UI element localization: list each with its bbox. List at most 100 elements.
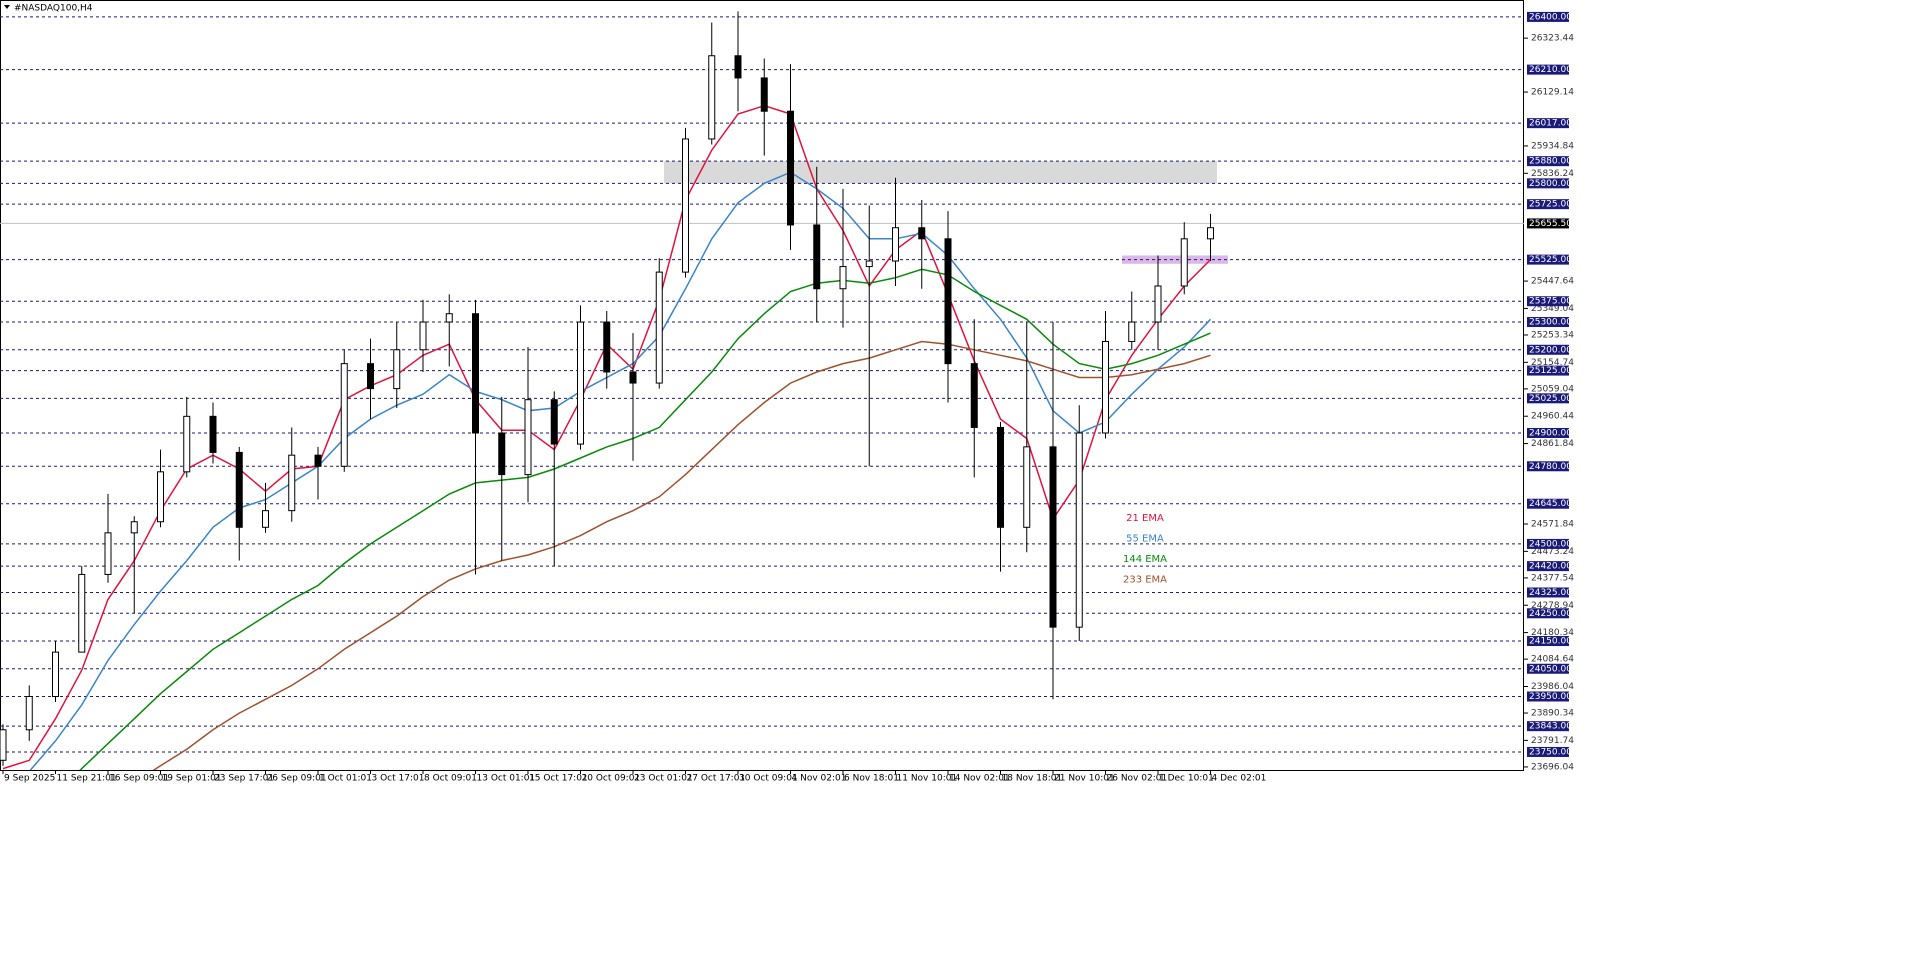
- candle-body: [682, 138, 689, 273]
- current-price-box: [1527, 218, 1569, 229]
- candle-body: [209, 415, 217, 453]
- candle-body: [577, 321, 584, 445]
- level-label: 23843.00: [1529, 722, 1572, 732]
- y-tick-label: 25154.74: [1531, 358, 1574, 368]
- x-tick-label: 3 Oct 17:01: [372, 774, 425, 784]
- level-label-box: [1527, 538, 1569, 549]
- chart-title: #NASDAQ100,H4: [14, 4, 93, 14]
- y-tick-label: 24180.34: [1531, 628, 1574, 638]
- level-label-box: [1527, 587, 1569, 598]
- zone: [664, 161, 1217, 184]
- level-label: 25800.00: [1529, 179, 1572, 189]
- level-label: 26017.00: [1529, 119, 1572, 129]
- y-tick-label: 25836.24: [1531, 169, 1574, 179]
- x-tick-label: 26 Sep 09:01: [267, 774, 327, 784]
- level-label: 26210.00: [1529, 65, 1572, 75]
- candle-body: [787, 110, 794, 226]
- y-tick-label: 25934.84: [1531, 141, 1574, 151]
- y-tick-label: 24571.84: [1531, 520, 1574, 530]
- level-label: 24050.00: [1529, 664, 1572, 674]
- x-tick-label: 27 Oct 17:01: [687, 774, 746, 784]
- candle-body: [944, 238, 952, 365]
- level-label: 24500.00: [1529, 539, 1572, 549]
- candle-body: [130, 521, 138, 534]
- level-label: 25300.00: [1529, 318, 1572, 328]
- level-label: 25200.00: [1529, 345, 1572, 355]
- level-label: 24420.00: [1529, 562, 1572, 572]
- candle-body: [839, 266, 847, 290]
- level-label: 24900.00: [1529, 428, 1572, 438]
- x-tick-label: 15 Oct 17:01: [529, 774, 588, 784]
- candle-body: [892, 227, 899, 262]
- menu-arrow[interactable]: [4, 5, 10, 9]
- candle-body: [183, 415, 191, 473]
- x-tick-label: 19 Sep 01:01: [162, 774, 222, 784]
- level-label-box: [1527, 393, 1569, 404]
- level-label: 23950.00: [1529, 692, 1572, 702]
- candle-body: [1049, 446, 1057, 628]
- x-tick-label: 20 Oct 09:01: [582, 774, 641, 784]
- level-label-box: [1527, 691, 1569, 702]
- candle-body: [865, 260, 873, 268]
- level-label-box: [1527, 746, 1569, 757]
- y-tick-label: 25349.04: [1531, 304, 1574, 314]
- candle-body: [104, 532, 112, 575]
- y-tick-label: 24278.94: [1531, 601, 1574, 611]
- x-tick-label: 21 Nov 10:01: [1054, 774, 1115, 784]
- x-tick-label: 4 Dec 02:01: [1212, 774, 1267, 784]
- candle-body: [813, 224, 821, 290]
- level-label-box: [1527, 178, 1569, 189]
- level-label: 25125.00: [1529, 366, 1572, 376]
- x-tick-label: 14 Nov 02:01: [949, 774, 1010, 784]
- candle-body: [157, 471, 164, 523]
- legend-entry: 144 EMA: [1123, 554, 1167, 565]
- level-label: 25375.00: [1529, 297, 1572, 307]
- candle-body: [445, 313, 453, 323]
- level-label: 25880.00: [1529, 157, 1572, 167]
- y-tick-label: 25447.64: [1531, 277, 1574, 287]
- level-label: 25525.00: [1529, 255, 1572, 265]
- legend-entry: 233 EMA: [1123, 575, 1167, 586]
- level-label-box: [1527, 317, 1569, 328]
- level-label-box: [1527, 498, 1569, 509]
- level-label-box: [1527, 663, 1569, 674]
- candle-body: [367, 363, 374, 390]
- y-tick-label: 23696.04: [1531, 762, 1574, 772]
- candle-body: [419, 321, 427, 351]
- x-tick-label: 1 Dec 10:01: [1159, 774, 1214, 784]
- y-tick-label: 24377.54: [1531, 573, 1574, 583]
- level-label: 23750.00: [1529, 747, 1572, 757]
- candle-body: [1075, 432, 1083, 628]
- candle-body: [524, 399, 532, 476]
- x-tick-label: 9 Sep 2025: [4, 774, 55, 784]
- y-tick-label: 25253.34: [1531, 330, 1574, 340]
- level-label: 24150.00: [1529, 637, 1572, 647]
- candle-body: [78, 573, 86, 653]
- y-tick-label: 26129.14: [1531, 88, 1574, 98]
- level-label-box: [1527, 296, 1569, 307]
- y-tick-label: 24473.24: [1531, 547, 1574, 557]
- candle-body: [918, 227, 926, 240]
- candle-body: [472, 313, 479, 434]
- candle-body: [393, 349, 401, 390]
- y-tick-label: 24861.84: [1531, 439, 1574, 449]
- x-tick-label: 30 Oct 09:01: [739, 774, 798, 784]
- level-label-box: [1527, 118, 1569, 129]
- level-label-box: [1527, 721, 1569, 732]
- x-tick-label: 11 Sep 21:01: [57, 774, 117, 784]
- candle-body: [235, 451, 243, 528]
- level-label-box: [1527, 254, 1569, 265]
- x-tick-label: 16 Sep 09:01: [109, 774, 169, 784]
- level-label-box: [1527, 199, 1569, 210]
- y-tick-label: 23986.04: [1531, 682, 1574, 692]
- candle-body: [629, 371, 637, 384]
- level-label: 26400.00: [1529, 12, 1572, 22]
- level-label: 24780.00: [1529, 462, 1572, 472]
- level-label-box: [1527, 344, 1569, 355]
- x-tick-label: 13 Oct 01:01: [477, 774, 536, 784]
- x-tick-label: 26 Nov 02:01: [1107, 774, 1168, 784]
- candle-body: [1154, 285, 1162, 323]
- candle-body: [25, 695, 33, 731]
- x-tick-label: 18 Nov 18:01: [1002, 774, 1063, 784]
- level-label: 25025.00: [1529, 394, 1572, 404]
